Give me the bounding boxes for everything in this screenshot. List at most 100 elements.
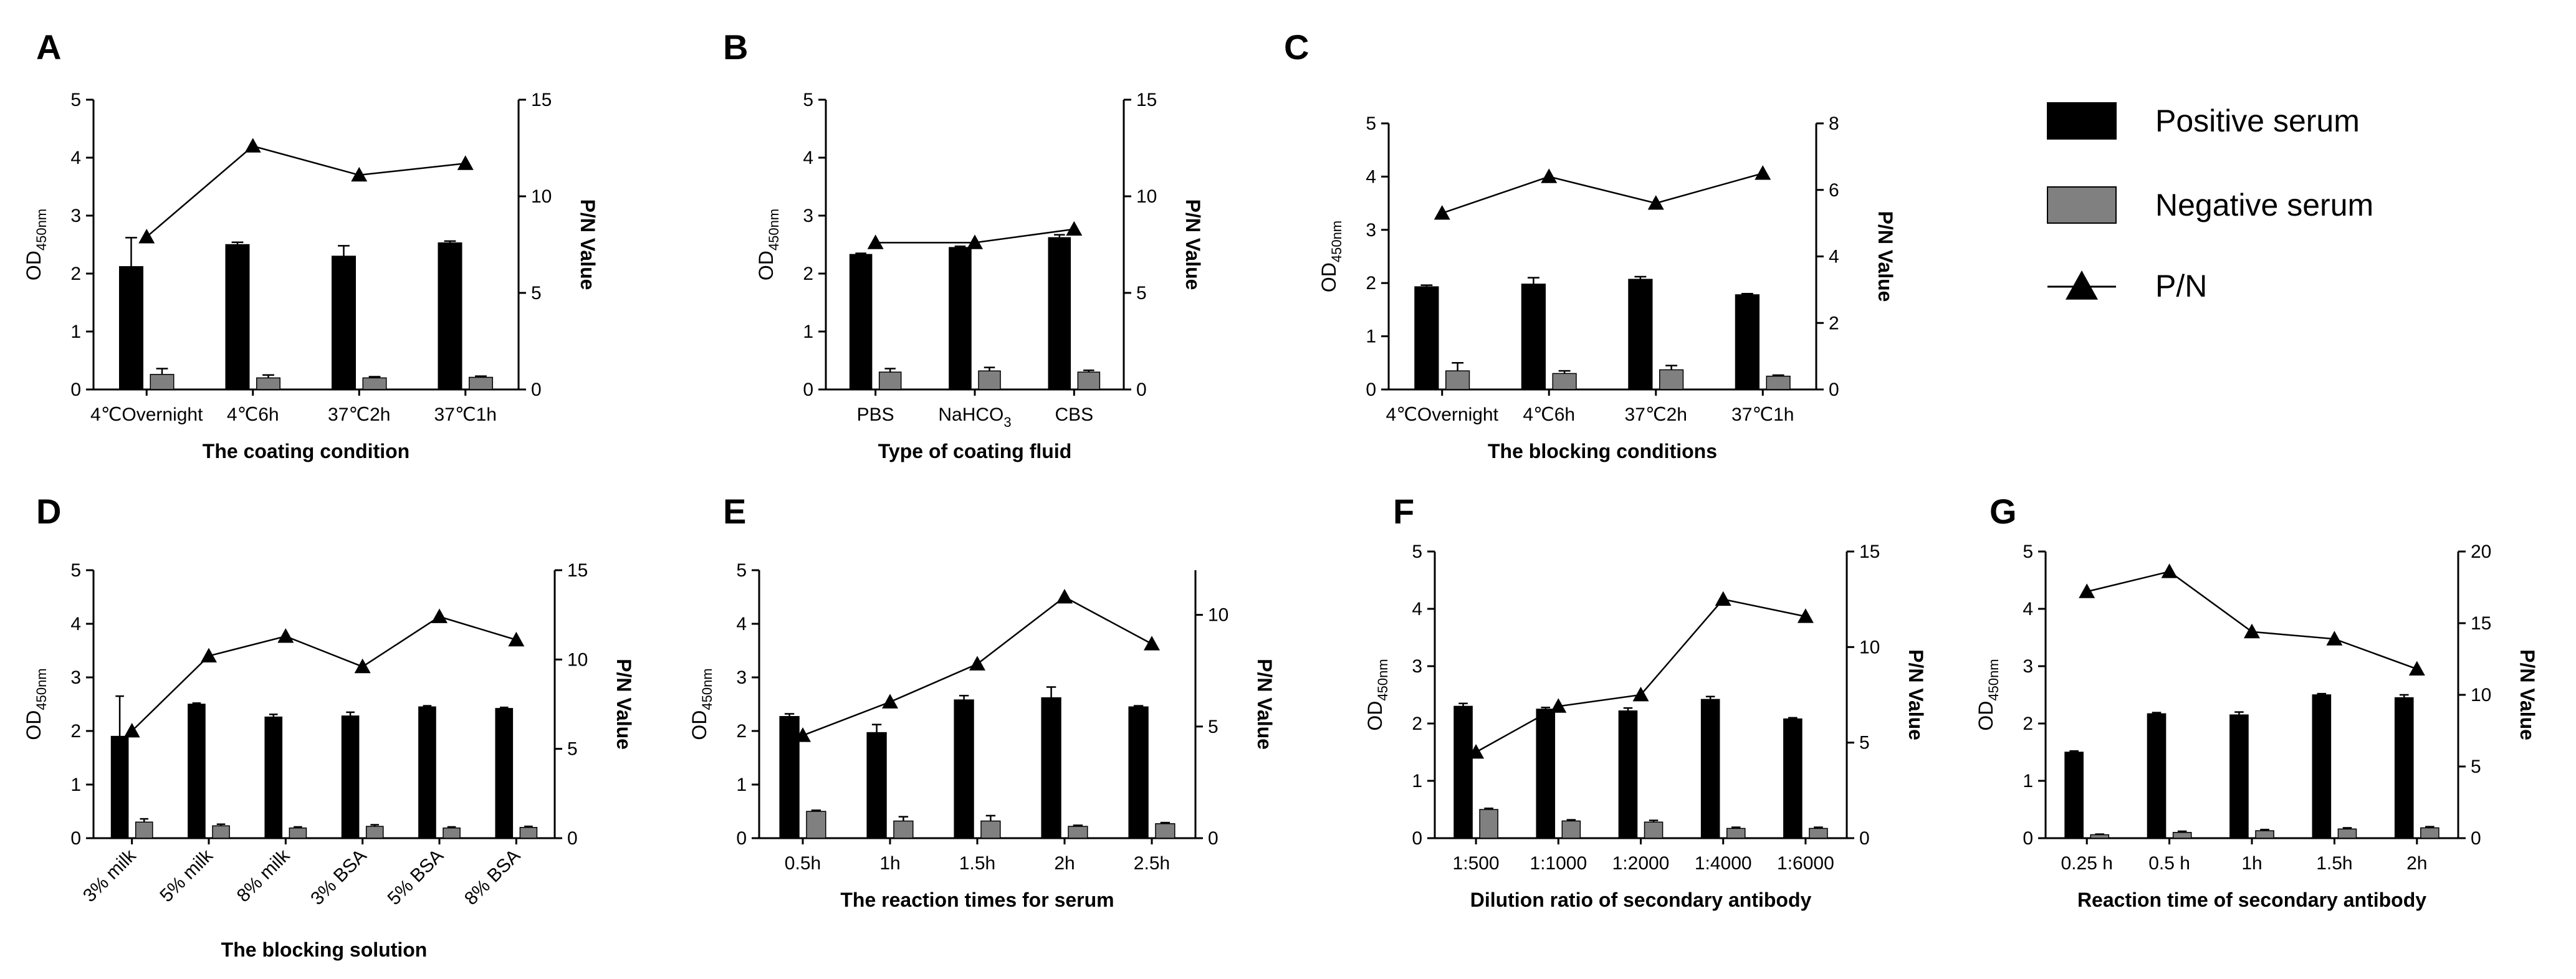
y-tick-label: 2 xyxy=(1412,714,1422,734)
panel-g: G 0 1 2 3 4 5 0 5 10 15 20 0.25 h 0.5 h 1h 1.5h 2h Reacti… xyxy=(1975,492,2539,911)
pn-point xyxy=(967,234,983,249)
x-axis-title: Reaction time of secondary antibody xyxy=(2077,889,2426,911)
y-tick-label: 1 xyxy=(736,775,747,795)
x-category-label: 37℃1h xyxy=(434,404,497,425)
y-tick-label: 3 xyxy=(70,667,81,688)
positive-bar xyxy=(1783,718,1803,839)
panel-f: F 0 1 2 3 4 5 0 5 10 15 1:500 1:1000 1:2000 1:4000 1:60… xyxy=(1364,492,1927,911)
y-tick-label: 0 xyxy=(803,380,813,400)
pn-point xyxy=(1755,165,1771,180)
negative-bar xyxy=(150,374,175,390)
y2-tick-label: 0 xyxy=(1859,828,1870,849)
y-tick-label: 1 xyxy=(1366,327,1376,347)
y-tick-label: 2 xyxy=(70,721,81,742)
y2-tick-label: 10 xyxy=(567,649,588,670)
y2-tick-label: 15 xyxy=(1859,542,1880,562)
y2-tick-label: 6 xyxy=(1829,180,1839,201)
x-category-label: 4℃6h xyxy=(1523,404,1575,425)
y2-tick-label: 5 xyxy=(2471,757,2481,777)
x-category-label: PBS xyxy=(857,404,894,425)
x-category-label: 1:2000 xyxy=(1612,853,1670,874)
x-axis-title: The reaction times for serum xyxy=(840,889,1114,911)
negative-bar xyxy=(1155,823,1175,839)
y2-tick-label: 5 xyxy=(567,739,578,760)
legend-item: P/N xyxy=(2047,269,2207,303)
y2-axis-title: P/N Value xyxy=(613,659,635,750)
x-category-label: 1:6000 xyxy=(1777,853,1834,874)
y2-tick-label: 0 xyxy=(567,828,578,849)
y-tick-label: 5 xyxy=(70,560,81,581)
x-category-label: 37℃2h xyxy=(328,404,390,425)
panel-letter: C xyxy=(1284,27,1309,67)
x-category-label: 37℃1h xyxy=(1731,404,1794,425)
y-tick-label: 4 xyxy=(70,148,81,168)
positive-bar xyxy=(110,735,129,839)
y2-tick-label: 0 xyxy=(531,380,542,400)
negative-bar xyxy=(2337,828,2357,839)
pn-point xyxy=(1797,608,1814,623)
legend-triangle-icon xyxy=(2066,270,2098,300)
y2-axis-title: P/N Value xyxy=(1905,649,1927,740)
y-axis-title-main: OD xyxy=(22,251,45,280)
x-category-label: 1:4000 xyxy=(1695,853,1752,874)
y-axis-title: OD450nm xyxy=(1364,659,1391,730)
x-category-label-main: CBS xyxy=(1055,404,1093,425)
positive-bar xyxy=(2312,694,2332,839)
y2-tick-label: 5 xyxy=(1208,717,1219,737)
panel-a: A 0 1 2 3 4 5 0 5 10 15 4℃Overnight 4℃6h 37℃2h 37℃1h Th… xyxy=(22,27,599,462)
y-tick-label: 0 xyxy=(1412,828,1422,849)
y-axis-title-main: OD xyxy=(1975,701,1997,731)
y2-tick-label: 5 xyxy=(1859,733,1870,753)
y-axis-title-main: OD xyxy=(22,710,45,740)
y-tick-label: 2 xyxy=(736,721,747,742)
negative-bar xyxy=(1068,826,1088,839)
y-tick-label: 3 xyxy=(1366,220,1376,241)
negative-bar xyxy=(289,827,307,839)
negative-bar xyxy=(1809,828,1828,839)
negative-bar xyxy=(519,827,538,839)
y-tick-label: 3 xyxy=(2023,656,2033,677)
y-tick-label: 0 xyxy=(1366,380,1376,400)
x-category-label: 1:1000 xyxy=(1530,853,1587,874)
positive-bar xyxy=(849,254,873,390)
y-axis-title: OD450nm xyxy=(22,668,49,740)
positive-bar xyxy=(1700,699,1720,839)
positive-bar xyxy=(1414,286,1439,390)
pn-point xyxy=(1144,636,1160,651)
y-axis-title: OD450nm xyxy=(755,209,782,280)
x-category-label: 0.5 h xyxy=(2148,853,2190,874)
panel-letter: F xyxy=(1393,492,1414,531)
x-category-label: 1.5h xyxy=(2316,853,2352,874)
y2-tick-label: 15 xyxy=(531,90,552,110)
legend-item: Negative serum xyxy=(2047,186,2373,224)
negative-bar xyxy=(978,370,1001,390)
y-tick-label: 0 xyxy=(70,828,81,849)
pn-point xyxy=(431,608,448,623)
positive-bar xyxy=(341,715,360,839)
y2-tick-label: 10 xyxy=(1136,186,1157,207)
y-tick-label: 5 xyxy=(1412,542,1422,562)
y-tick-label: 1 xyxy=(70,322,81,342)
positive-bar xyxy=(2394,697,2414,839)
negative-bar xyxy=(1077,371,1101,390)
x-axis-title: The blocking solution xyxy=(221,938,428,961)
negative-bar xyxy=(443,827,461,839)
pn-point xyxy=(1066,221,1083,236)
positive-bar xyxy=(2064,752,2084,839)
pn-point xyxy=(123,723,140,738)
x-category-label: 4℃Overnight xyxy=(1386,404,1499,425)
y-axis-title-main: OD xyxy=(1364,701,1386,731)
y-axis-title: OD450nm xyxy=(22,209,49,280)
pn-point xyxy=(277,628,294,643)
y-tick-label: 5 xyxy=(2023,542,2033,562)
negative-bar xyxy=(1552,373,1577,390)
y-tick-label: 2 xyxy=(1366,273,1376,294)
y2-tick-label: 15 xyxy=(2471,613,2491,634)
pn-line xyxy=(1475,598,1806,753)
positive-bar xyxy=(2229,714,2249,839)
y-axis-title-subscript: 450nm xyxy=(34,209,49,251)
x-category-label: 2h xyxy=(2406,853,2427,874)
y2-tick-label: 8 xyxy=(1829,113,1839,134)
x-category-label: 3% milk xyxy=(79,845,140,906)
